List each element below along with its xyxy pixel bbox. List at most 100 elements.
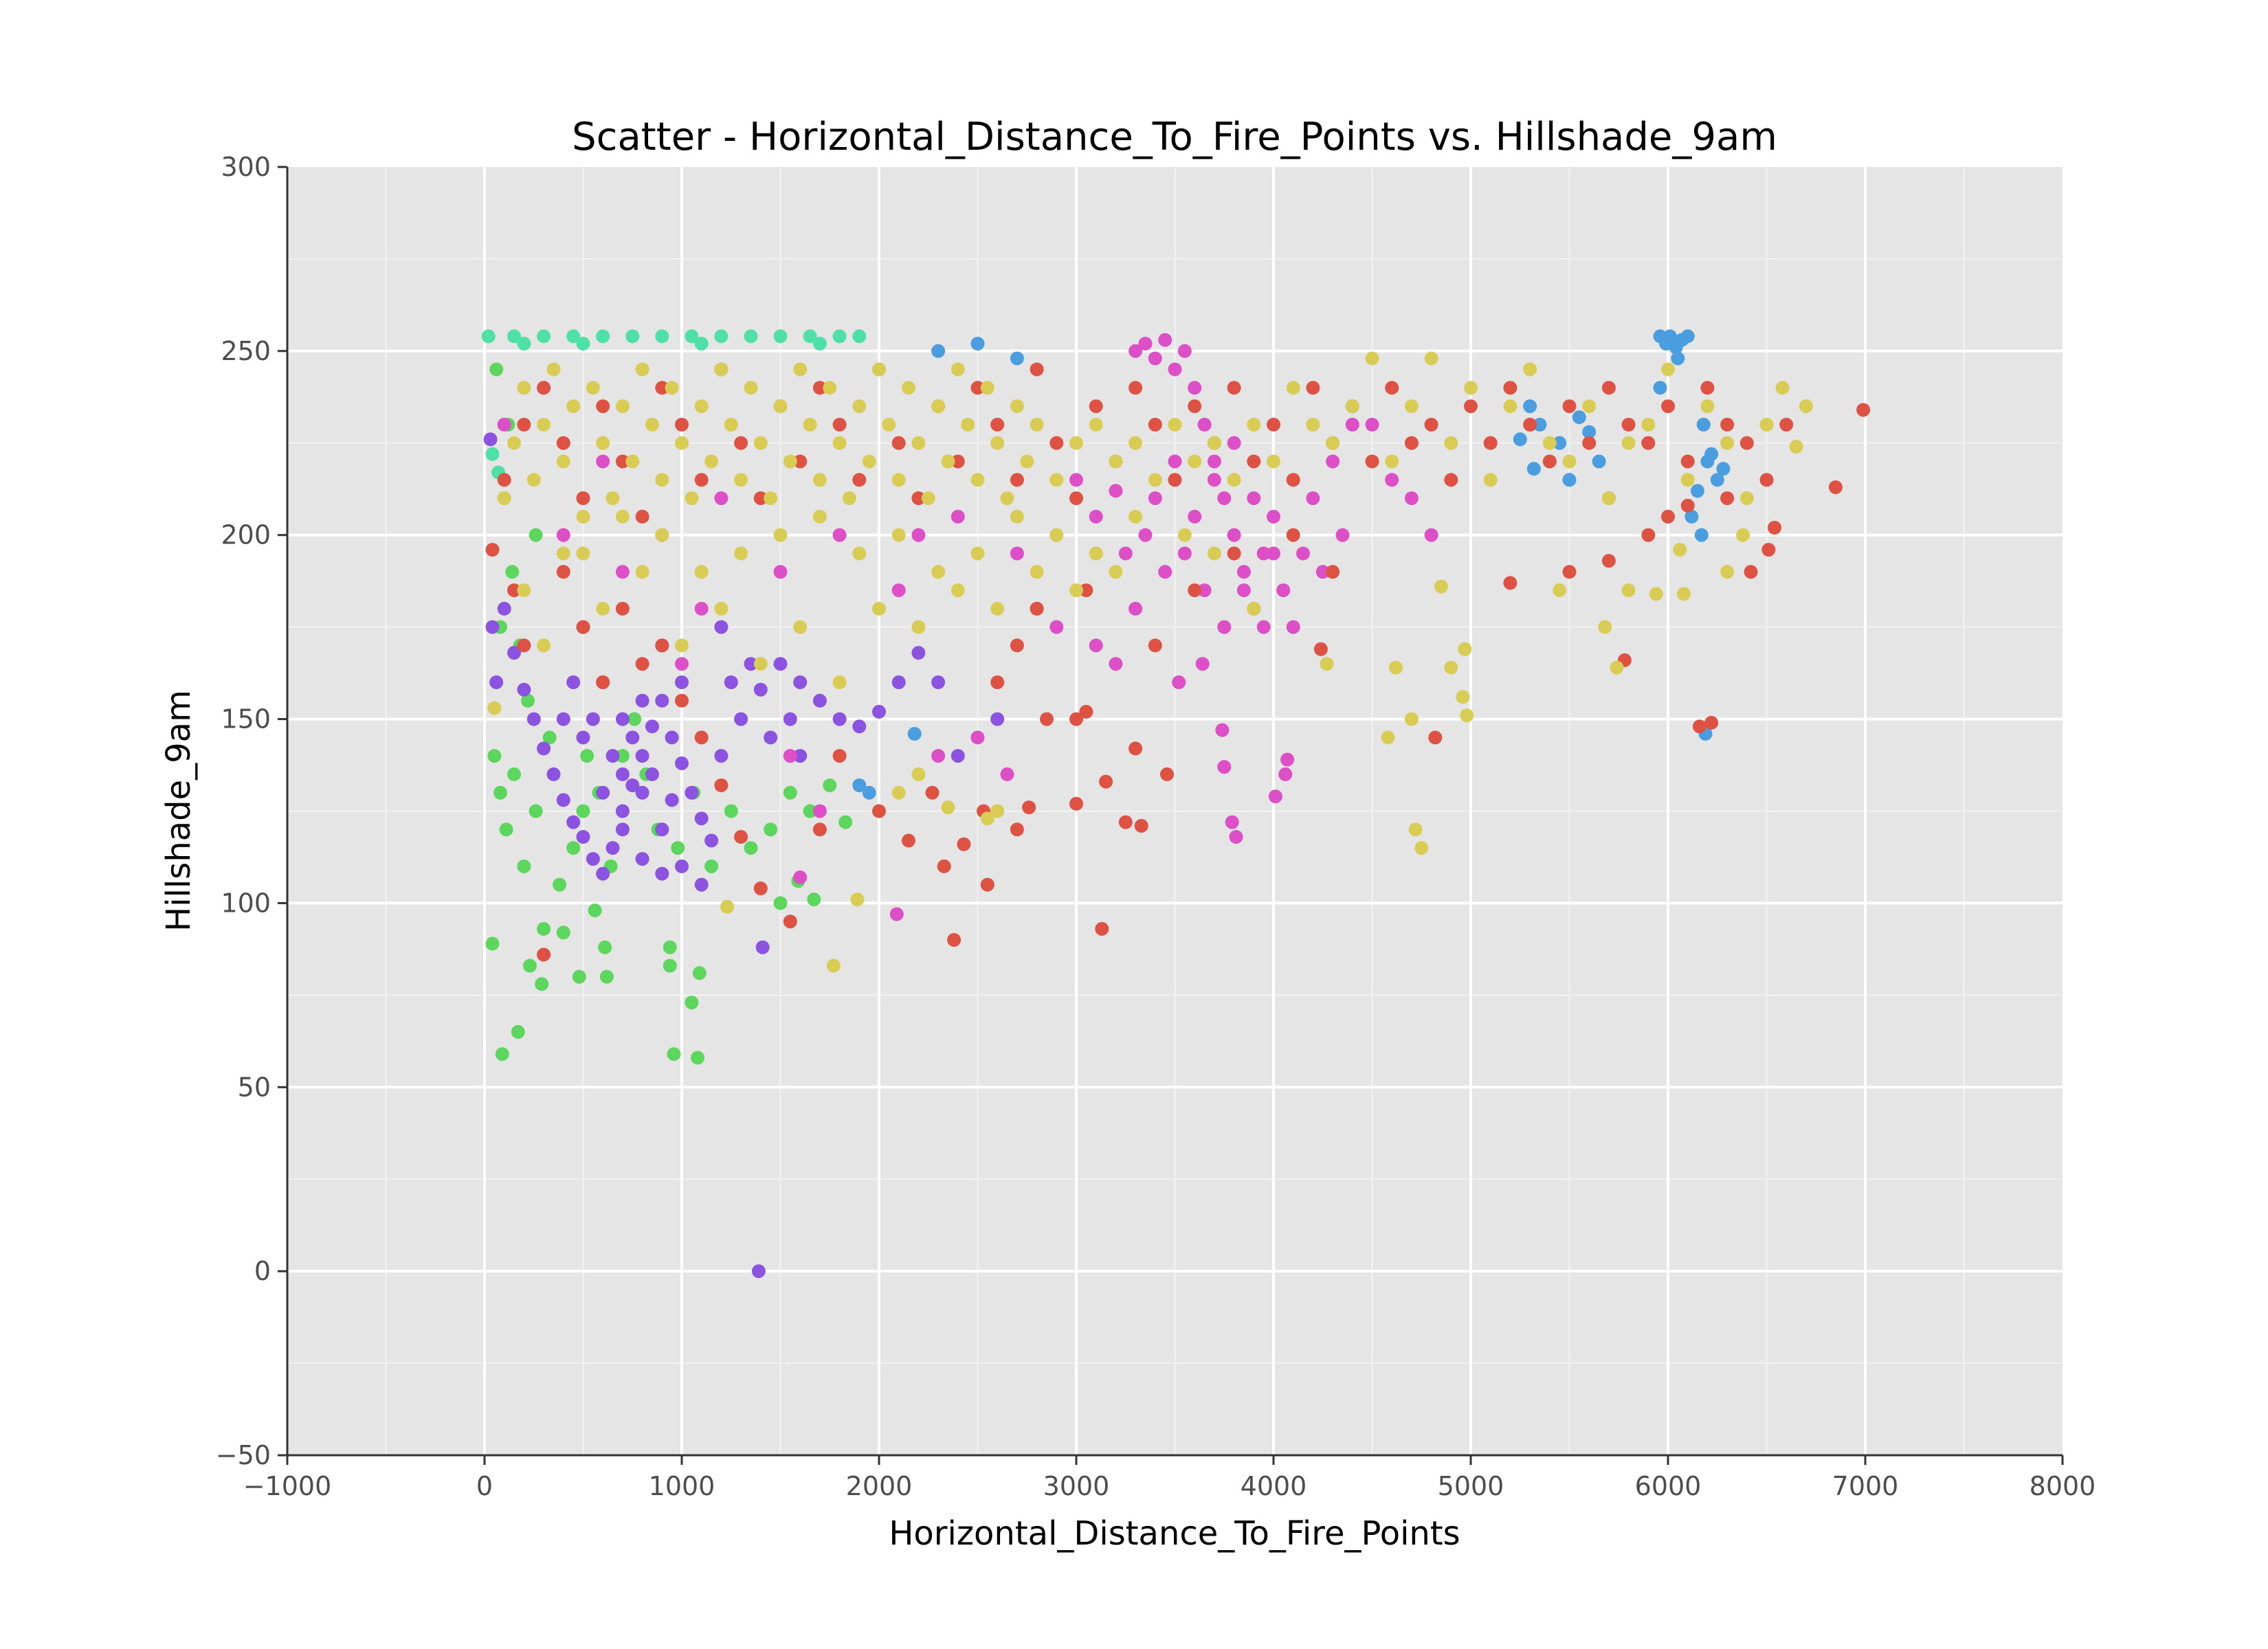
data-point bbox=[635, 509, 649, 524]
data-point bbox=[1207, 436, 1221, 450]
data-point bbox=[882, 418, 896, 431]
data-point bbox=[704, 833, 719, 848]
data-point bbox=[566, 329, 581, 344]
data-point bbox=[556, 436, 570, 450]
data-point bbox=[1069, 712, 1083, 726]
data-point bbox=[1188, 381, 1202, 395]
data-point bbox=[507, 767, 521, 781]
data-point bbox=[1779, 418, 1794, 431]
data-point bbox=[1385, 381, 1399, 395]
data-point bbox=[764, 822, 778, 837]
data-point bbox=[753, 657, 768, 671]
data-point bbox=[556, 565, 570, 579]
data-point bbox=[852, 719, 867, 734]
series-1 bbox=[481, 329, 867, 480]
data-point bbox=[1523, 399, 1537, 414]
data-point bbox=[1049, 473, 1064, 487]
data-point bbox=[1365, 351, 1379, 366]
data-point bbox=[685, 996, 699, 1010]
y-tick-label: 100 bbox=[221, 888, 271, 918]
data-point bbox=[1572, 410, 1586, 425]
data-point bbox=[812, 509, 827, 524]
data-point bbox=[931, 399, 946, 414]
data-point bbox=[596, 329, 610, 344]
data-point bbox=[576, 337, 590, 351]
data-point bbox=[891, 473, 906, 487]
data-point bbox=[1671, 351, 1685, 366]
data-point bbox=[596, 866, 610, 881]
data-point bbox=[1168, 473, 1182, 487]
data-point bbox=[1227, 436, 1241, 450]
data-point bbox=[1553, 583, 1567, 598]
data-point bbox=[1789, 440, 1803, 454]
data-point bbox=[1533, 418, 1547, 431]
data-point bbox=[1129, 601, 1143, 616]
data-point bbox=[625, 329, 640, 344]
data-point bbox=[980, 811, 994, 826]
data-point bbox=[665, 793, 679, 807]
data-point bbox=[793, 749, 808, 763]
data-point bbox=[891, 785, 906, 800]
data-point bbox=[556, 926, 570, 940]
data-point bbox=[1256, 620, 1271, 634]
data-point bbox=[852, 546, 867, 561]
data-point bbox=[615, 804, 630, 818]
minor-gridlines bbox=[287, 167, 2063, 1455]
data-point bbox=[1759, 473, 1774, 487]
data-point bbox=[950, 454, 965, 469]
data-point bbox=[694, 473, 709, 487]
data-point bbox=[1296, 546, 1310, 561]
data-point bbox=[489, 362, 504, 377]
data-point bbox=[1148, 473, 1162, 487]
data-point bbox=[1069, 796, 1083, 811]
data-point bbox=[1049, 528, 1064, 542]
data-point bbox=[615, 601, 630, 616]
data-point bbox=[667, 1047, 681, 1062]
data-point bbox=[1172, 675, 1186, 689]
data-point bbox=[852, 329, 867, 344]
axes: −1000 0 1000 2000 3000 4000 5000 6000 7000 8000−5… bbox=[216, 152, 2096, 1501]
data-point bbox=[753, 436, 768, 450]
data-point bbox=[931, 344, 946, 358]
data-point bbox=[744, 381, 758, 395]
data-point bbox=[655, 381, 669, 395]
data-point bbox=[495, 1047, 509, 1062]
data-point bbox=[1148, 638, 1162, 653]
data-point bbox=[1030, 362, 1044, 377]
data-point bbox=[1694, 528, 1709, 542]
data-point bbox=[793, 454, 808, 469]
data-point bbox=[1680, 498, 1695, 513]
data-point bbox=[911, 528, 926, 542]
data-point bbox=[507, 646, 521, 660]
data-point bbox=[1661, 399, 1675, 414]
data-point bbox=[1404, 491, 1419, 506]
data-point bbox=[807, 893, 821, 907]
data-point bbox=[832, 436, 847, 450]
data-point bbox=[1069, 436, 1083, 450]
series-0 bbox=[485, 362, 853, 1065]
data-point bbox=[1197, 583, 1212, 598]
data-point bbox=[838, 815, 853, 829]
data-point bbox=[1799, 399, 1813, 414]
data-point bbox=[645, 418, 659, 431]
data-point bbox=[1129, 436, 1143, 450]
data-point bbox=[615, 712, 630, 726]
data-point bbox=[1523, 418, 1537, 431]
data-point bbox=[1720, 436, 1735, 450]
data-point bbox=[1286, 528, 1300, 542]
data-point bbox=[1680, 473, 1695, 487]
data-point bbox=[537, 741, 551, 756]
data-point bbox=[783, 712, 797, 726]
data-point bbox=[1217, 491, 1232, 506]
data-point bbox=[823, 381, 837, 395]
data-point bbox=[1197, 418, 1212, 431]
data-point bbox=[1641, 436, 1656, 450]
data-point bbox=[773, 896, 788, 910]
data-point bbox=[517, 583, 531, 598]
data-point bbox=[1661, 362, 1675, 377]
data-point bbox=[764, 730, 778, 745]
data-point bbox=[655, 866, 669, 881]
data-point bbox=[1089, 638, 1103, 653]
data-point bbox=[675, 638, 689, 653]
data-point bbox=[970, 546, 985, 561]
